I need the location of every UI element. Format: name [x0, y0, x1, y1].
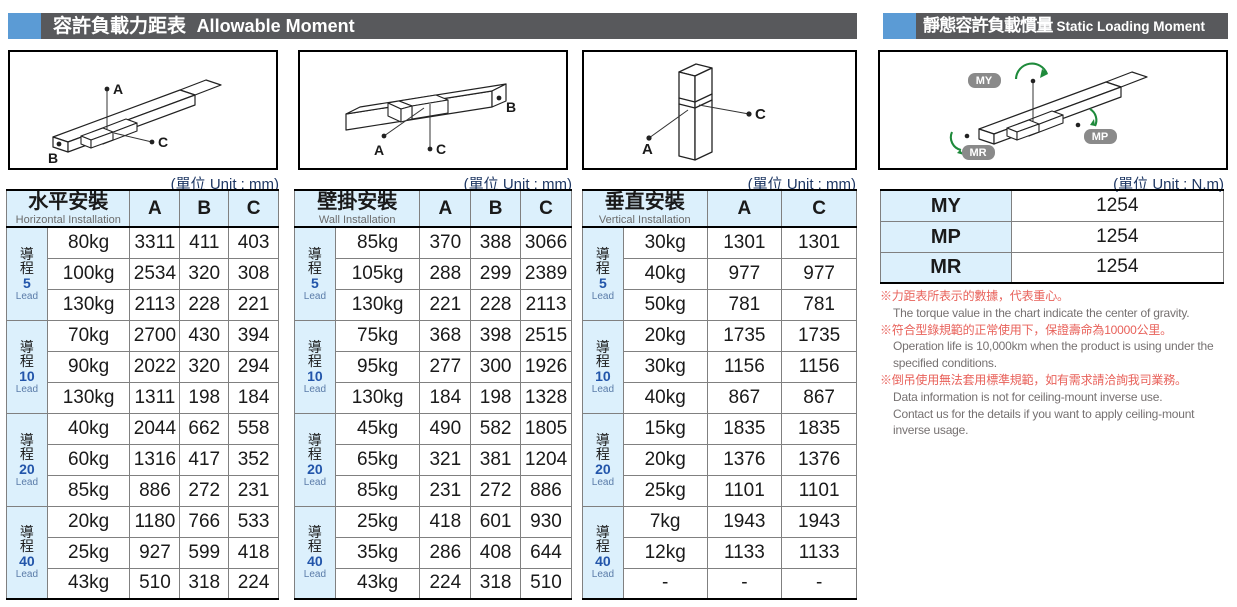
svg-text:A: A — [642, 141, 653, 158]
svg-text:MP: MP — [1092, 131, 1109, 143]
svg-text:A: A — [374, 142, 384, 158]
svg-text:A: A — [113, 81, 123, 97]
svg-text:C: C — [158, 134, 168, 150]
svg-text:B: B — [48, 150, 58, 166]
svg-text:B: B — [506, 99, 516, 115]
svg-text:MY: MY — [976, 75, 993, 87]
svg-text:C: C — [436, 141, 446, 157]
svg-text:MR: MR — [969, 147, 986, 159]
svg-text:C: C — [755, 106, 766, 123]
